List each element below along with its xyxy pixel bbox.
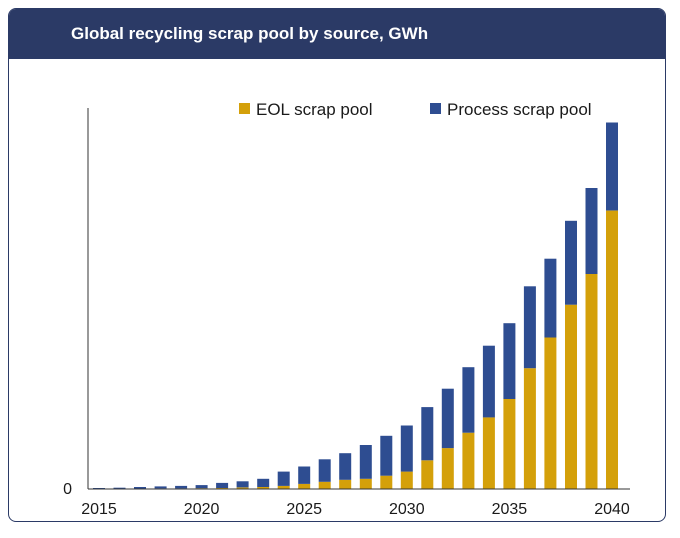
bar-eol-2028	[359, 478, 372, 489]
x-tick-label: 2030	[389, 501, 425, 518]
bar-process-2026	[318, 459, 331, 482]
bar-process-2032	[441, 388, 454, 449]
bar-eol-2037	[544, 337, 557, 489]
bar-eol-2038	[565, 304, 577, 489]
bar-process-2040	[606, 122, 618, 211]
chart-title: Global recycling scrap pool by source, G…	[9, 9, 665, 59]
legend-label-eol: EOL scrap pool	[256, 100, 373, 119]
bar-eol-2032	[441, 448, 454, 489]
bar-process-2030	[400, 425, 413, 472]
bar-eol-2024	[277, 485, 290, 489]
bar-process-2016	[113, 487, 126, 489]
bar-process-2019	[175, 485, 188, 489]
bar-process-2027	[339, 453, 352, 480]
bar-process-2036	[523, 286, 536, 369]
bar-eol-2040	[606, 210, 618, 489]
legend-label-process: Process scrap pool	[447, 100, 592, 119]
bars-group	[93, 122, 618, 490]
bar-eol-2023	[257, 487, 270, 489]
bar-process-2025	[298, 466, 311, 484]
x-tick-label: 2025	[286, 501, 322, 518]
legend-swatch-process	[430, 103, 441, 114]
legend: EOL scrap pool Process scrap pool	[239, 100, 592, 119]
bar-eol-2030	[400, 471, 413, 489]
bar-process-2021	[216, 482, 229, 488]
bar-process-2024	[277, 471, 290, 486]
bar-process-2029	[380, 435, 393, 476]
bar-process-2034	[482, 345, 495, 418]
bar-process-2035	[503, 323, 516, 399]
bar-eol-2035	[503, 398, 516, 489]
bar-process-2020	[195, 485, 208, 489]
bar-eol-2036	[523, 368, 536, 489]
bar-process-2038	[565, 220, 577, 305]
bar-process-2039	[585, 188, 598, 274]
bar-eol-2039	[585, 274, 598, 489]
bar-process-2033	[462, 367, 475, 433]
bar-eol-2026	[318, 481, 331, 489]
x-tick-label: 2020	[184, 501, 220, 518]
bar-eol-2029	[380, 475, 393, 489]
bar-process-2037	[544, 258, 557, 338]
x-tick-label: 2035	[492, 501, 528, 518]
bar-process-2018	[154, 486, 167, 489]
bar-process-2023	[257, 478, 270, 487]
bar-process-2015	[93, 488, 105, 489]
bar-process-2022	[236, 481, 249, 488]
x-ticks-group: 2015 2020 2025 2030 2035 2040	[81, 501, 630, 518]
bar-eol-2034	[482, 417, 495, 489]
bar-eol-2027	[339, 479, 352, 489]
bar-eol-2022	[236, 487, 249, 489]
x-tick-label: 2015	[81, 501, 117, 518]
bar-process-2028	[359, 445, 372, 479]
legend-swatch-eol	[239, 103, 250, 114]
bar-eol-2031	[421, 460, 434, 489]
bar-eol-2033	[462, 432, 475, 489]
x-tick-label: 2040	[594, 501, 630, 518]
bar-process-2017	[134, 487, 146, 489]
bar-eol-2025	[298, 483, 311, 489]
bar-process-2031	[421, 407, 434, 461]
y-tick-label: 0	[63, 481, 72, 498]
